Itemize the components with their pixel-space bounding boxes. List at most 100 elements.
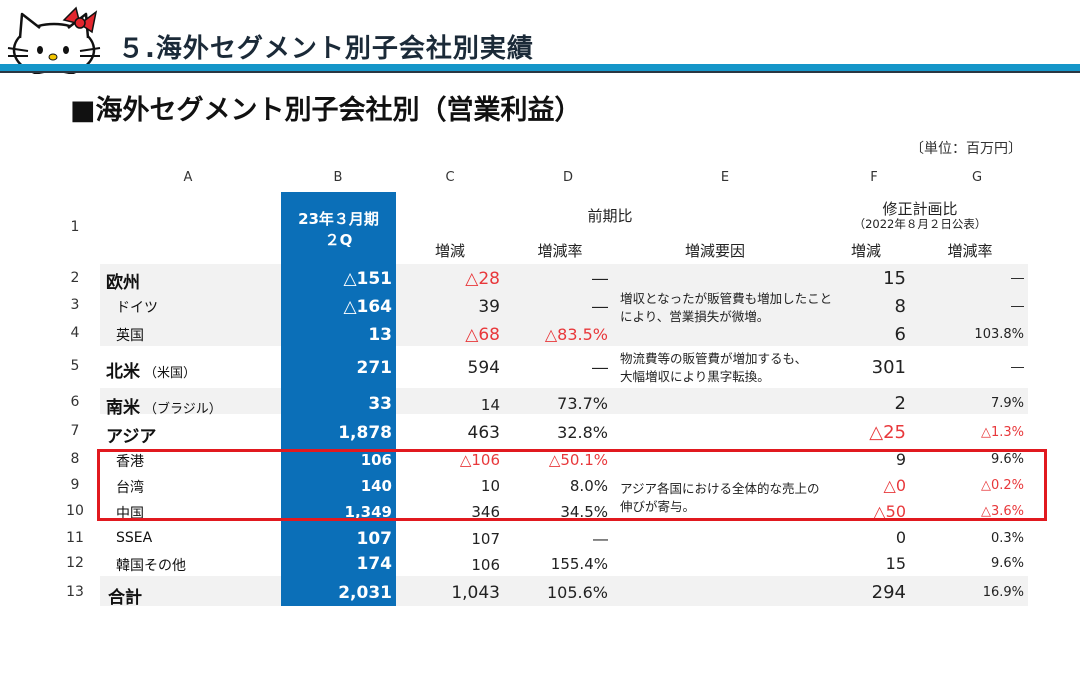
cell-g-korea-other: 9.6% <box>990 556 1024 571</box>
slide-title: ５.海外セグメント別子会社別実績 <box>118 34 534 64</box>
row-label-south-america-name: 南米 <box>106 398 140 418</box>
cell-f-south-america: 2 <box>894 393 906 414</box>
cell-d-total: 105.6% <box>546 583 608 602</box>
row-number: 6 <box>70 394 80 410</box>
cell-b-uk: 13 <box>368 325 392 345</box>
cell-c-asia: 463 <box>467 423 500 443</box>
cell-f-korea-other: 15 <box>885 554 906 573</box>
factor-note-line: 伸びが寄与。 <box>620 499 696 514</box>
row-label-ssea: SSEA <box>116 530 153 546</box>
header-rule-blue <box>0 64 1080 71</box>
cell-c-europe: △28 <box>465 269 500 289</box>
cell-g-china: △3.6% <box>980 504 1024 519</box>
row-label-total: 合計 <box>108 588 142 608</box>
cell-c-north-america: 594 <box>467 358 500 378</box>
cell-c-korea-other: 106 <box>471 556 500 574</box>
row-band-europe <box>100 264 1028 346</box>
section-title: ■海外セグメント別子会社別（営業利益） <box>70 95 582 126</box>
cell-d-taiwan: 8.0% <box>569 477 608 495</box>
row-number: 2 <box>70 270 80 286</box>
row-label-taiwan: 台湾 <box>116 480 144 496</box>
row-number: 5 <box>70 358 80 374</box>
header-change: 増減 <box>434 242 465 260</box>
row-label-south-america: 南米 （ブラジル） <box>106 393 222 418</box>
row-label-north-america-country: （米国） <box>144 366 197 381</box>
cell-c-total: 1,043 <box>451 583 500 603</box>
row-band-total <box>100 576 1028 606</box>
cell-c-ssea: 107 <box>471 530 500 548</box>
factor-note-north-america: 物流費等の販管費が増加するも、 大幅増収により黒字転換。 <box>620 350 807 386</box>
factor-note-line: 物流費等の販管費が増加するも、 <box>620 351 808 366</box>
cell-d-europe: ― <box>592 269 608 288</box>
row-number: 3 <box>70 297 80 313</box>
column-letter-f: F <box>870 170 878 185</box>
cell-g-hong-kong: 9.6% <box>990 452 1024 467</box>
cell-f-uk: 6 <box>894 324 906 345</box>
row-label-north-america-name: 北米 <box>106 362 140 382</box>
cell-f-hong-kong: 9 <box>895 450 906 469</box>
factor-note-line: 増収となったが販管費も増加したこと <box>620 291 833 306</box>
cell-b-south-america: 33 <box>368 394 392 414</box>
row-band-south-america <box>100 388 1028 414</box>
header-change-rate: 増減率 <box>537 242 583 260</box>
row-label-asia: アジア <box>106 427 157 447</box>
cell-f-europe: 15 <box>883 268 906 289</box>
cell-c-south-america: 14 <box>480 396 500 414</box>
cell-f-germany: 8 <box>894 296 906 317</box>
column-letter-d: D <box>562 170 573 185</box>
row-number: 12 <box>66 555 84 571</box>
cell-d-ssea: ― <box>593 530 608 548</box>
row-number: 1 <box>70 219 80 235</box>
row-label-europe: 欧州 <box>106 273 140 293</box>
factor-note-line: 大幅増収により黒字転換。 <box>620 369 770 384</box>
unit-label: 〔単位：百万円〕 <box>910 141 1022 157</box>
current-period-column <box>281 192 396 606</box>
cell-f-china: △50 <box>873 502 906 521</box>
cell-b-china: 1,349 <box>344 503 392 521</box>
cell-f-ssea: 0 <box>895 528 906 547</box>
column-letter-a: A <box>183 170 193 185</box>
row-label-south-america-country: （ブラジル） <box>144 402 222 417</box>
row-number: 8 <box>70 451 80 467</box>
column-letter-e: E <box>720 170 730 185</box>
row-number: 13 <box>66 584 84 600</box>
cell-b-germany: △164 <box>343 297 392 317</box>
header-rule-dark <box>0 71 1080 73</box>
cell-g-asia: △1.3% <box>980 425 1024 440</box>
cell-b-asia: 1,878 <box>338 423 392 443</box>
cell-d-north-america: ― <box>592 358 608 377</box>
cell-b-europe: △151 <box>343 269 392 289</box>
header-change-factor: 増減要因 <box>684 242 745 260</box>
cell-f-asia: △25 <box>869 422 906 443</box>
cell-d-germany: ― <box>592 297 608 316</box>
cell-b-total: 2,031 <box>338 583 392 603</box>
row-label-korea-other: 韓国その他 <box>116 558 186 574</box>
cell-d-china: 34.5% <box>560 503 608 521</box>
plan-group-header: 修正計画比 <box>882 200 958 218</box>
cell-b-north-america: 271 <box>356 358 393 378</box>
row-label-uk: 英国 <box>116 328 144 344</box>
cell-b-hong-kong: 106 <box>360 451 392 469</box>
cell-b-korea-other: 174 <box>356 554 393 574</box>
column-letter-g: G <box>971 170 983 185</box>
current-period-header-year: 23年３月期 <box>298 210 379 228</box>
cell-d-korea-other: 155.4% <box>550 555 608 573</box>
cell-d-asia: 32.8% <box>557 423 608 442</box>
prev-period-group-header: 前期比 <box>587 207 633 225</box>
cell-d-hong-kong: △50.1% <box>548 451 608 469</box>
cell-g-uk: 103.8% <box>974 327 1024 342</box>
factor-note-europe: 増収となったが販管費も増加したこと により、営業損失が微増。 <box>620 290 832 326</box>
column-letter-c: C <box>445 170 455 185</box>
column-letter-b: B <box>333 170 343 185</box>
cell-f-north-america: 301 <box>871 357 906 378</box>
cell-g-germany: ― <box>1011 299 1024 314</box>
cell-d-south-america: 73.7% <box>557 394 608 413</box>
row-number: 10 <box>66 503 84 519</box>
row-label-hong-kong: 香港 <box>116 454 144 470</box>
cell-c-taiwan: 10 <box>480 477 500 495</box>
cell-g-taiwan: △0.2% <box>980 478 1024 493</box>
row-number: 9 <box>70 477 80 493</box>
hello-kitty-mascot-icon <box>7 6 101 74</box>
header-plan-change: 増減 <box>850 242 881 260</box>
cell-g-europe: ― <box>1011 271 1024 286</box>
